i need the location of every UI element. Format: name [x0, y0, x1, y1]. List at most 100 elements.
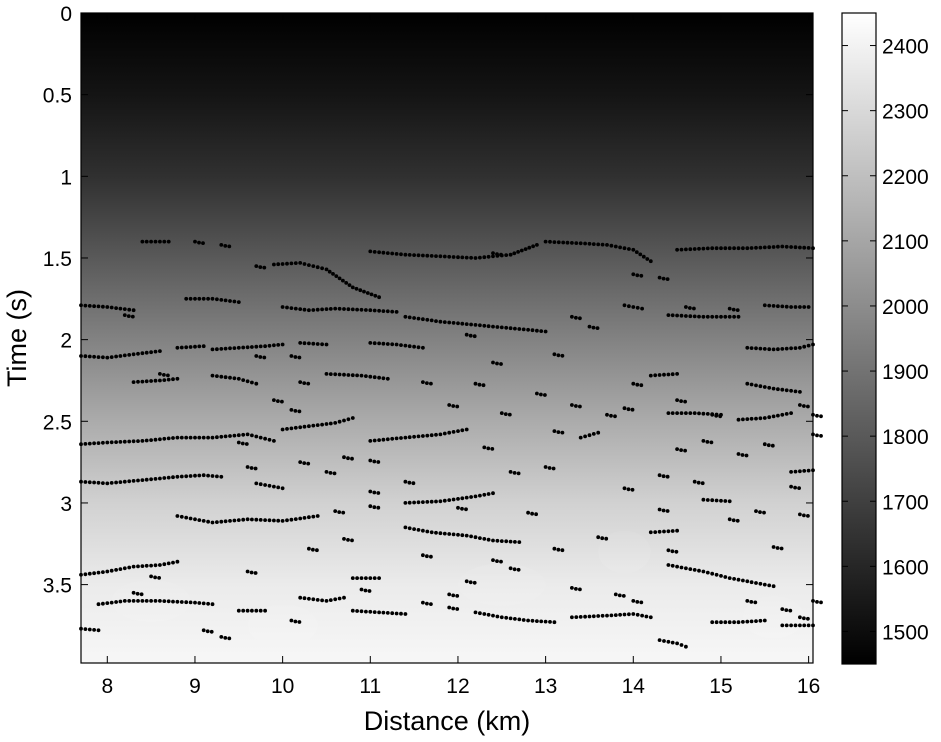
horizon-pick [701, 314, 706, 319]
horizon-pick [735, 518, 740, 523]
horizon-pick [162, 239, 167, 244]
horizon-pick [802, 616, 806, 621]
horizon-pick [798, 403, 802, 407]
horizon-pick [631, 247, 636, 252]
horizon-pick [407, 435, 412, 440]
horizon-pick [210, 602, 215, 607]
horizon-pick [236, 376, 241, 381]
horizon-pick [745, 246, 750, 251]
horizon-pick [771, 414, 776, 419]
horizon-pick [622, 612, 627, 617]
horizon-pick [276, 343, 281, 347]
horizon-pick [666, 548, 671, 553]
horizon-pick [578, 587, 582, 592]
horizon-pick [438, 319, 443, 324]
horizon-pick [521, 327, 526, 332]
horizon-pick [223, 519, 228, 524]
picked-horizons [79, 239, 823, 649]
horizon-pick [236, 433, 241, 438]
horizon-pick [499, 615, 504, 620]
horizon-pick [587, 614, 592, 619]
horizon-pick [701, 439, 706, 443]
horizon-pick [631, 272, 636, 277]
horizon-pick [758, 416, 763, 421]
horizon-pick [144, 350, 149, 355]
horizon-pick [197, 435, 202, 440]
horizon-pick [513, 540, 517, 544]
horizon-pick [736, 620, 741, 625]
horizon-pick [206, 601, 211, 606]
horizon-pick [416, 434, 421, 439]
horizon-pick [740, 453, 745, 457]
horizon-pick [341, 510, 346, 515]
horizon-pick [692, 411, 697, 415]
horizon-pick [307, 424, 311, 429]
horizon-pick [657, 507, 662, 512]
horizon-pick [118, 567, 123, 571]
horizon-pick [771, 545, 776, 549]
horizon-pick [798, 345, 802, 350]
horizon-pick [455, 594, 460, 598]
horizon-pick [381, 341, 386, 346]
horizon-pick [627, 304, 631, 309]
horizon-pick [429, 254, 434, 258]
horizon-pick [201, 344, 206, 349]
horizon-pick [771, 584, 776, 589]
horizon-pick [517, 540, 522, 544]
horizon-pick [109, 305, 114, 310]
horizon-pick [666, 563, 671, 567]
x-tick-label: 13 [534, 675, 557, 698]
horizon-pick [249, 570, 254, 575]
horizon-pick [675, 447, 679, 451]
horizon-pick [327, 269, 332, 274]
horizon-pick [639, 600, 644, 605]
horizon-pick [666, 372, 671, 377]
horizon-pick [692, 568, 697, 572]
horizon-pick [719, 498, 723, 503]
horizon-pick [210, 435, 215, 440]
horizon-pick [469, 534, 473, 539]
horizon-pick [250, 517, 254, 522]
horizon-pick [543, 393, 547, 397]
horizon-pick [372, 308, 377, 313]
horizon-pick [166, 377, 171, 382]
horizon-pick [766, 443, 771, 448]
horizon-pick [118, 480, 123, 484]
horizon-pick [293, 409, 298, 413]
horizon-pick [175, 474, 180, 479]
horizon-pick [201, 296, 206, 301]
y-tick-label: 3.5 [43, 575, 72, 598]
horizon-pick [372, 250, 377, 254]
horizon-pick [478, 493, 482, 498]
horizon-pick [561, 240, 566, 245]
horizon-pick [600, 536, 605, 541]
horizon-pick [369, 292, 374, 297]
horizon-pick [762, 582, 767, 587]
horizon-pick [684, 314, 688, 318]
horizon-pick [377, 610, 381, 615]
horizon-pick [670, 640, 675, 645]
horizon-pick [456, 497, 460, 501]
velocity-field [81, 13, 813, 663]
horizon-pick [491, 491, 495, 496]
horizon-pick [376, 505, 381, 510]
horizon-pick [276, 399, 280, 403]
horizon-pick [560, 430, 565, 435]
horizon-pick [802, 344, 807, 349]
horizon-pick [258, 435, 263, 440]
horizon-pick [626, 487, 631, 492]
horizon-pick [254, 434, 259, 439]
horizon-pick [512, 567, 517, 572]
horizon-pick [232, 433, 237, 438]
colorbar-tick-label: 2100 [882, 231, 929, 254]
horizon-pick [421, 600, 425, 605]
horizon-pick [272, 343, 276, 348]
horizon-pick [530, 511, 534, 516]
horizon-pick [399, 343, 403, 347]
horizon-pick [679, 448, 683, 452]
horizon-pick [456, 532, 460, 537]
horizon-pick [460, 496, 465, 501]
horizon-pick [403, 435, 408, 440]
horizon-pick [364, 308, 368, 312]
horizon-pick [166, 475, 171, 480]
